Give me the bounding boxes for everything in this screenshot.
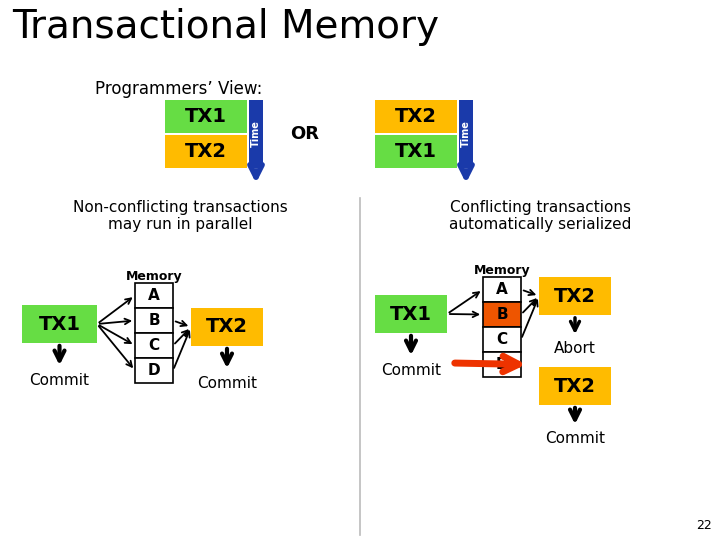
- Text: TX1: TX1: [395, 142, 437, 161]
- Text: A: A: [496, 282, 508, 297]
- FancyBboxPatch shape: [375, 295, 447, 333]
- Text: D: D: [148, 363, 161, 378]
- FancyBboxPatch shape: [22, 305, 97, 343]
- FancyBboxPatch shape: [375, 135, 457, 168]
- Text: A: A: [148, 288, 160, 303]
- Text: Abort: Abort: [554, 341, 596, 356]
- Text: Conflicting transactions
automatically serialized: Conflicting transactions automatically s…: [449, 200, 631, 232]
- Text: TX2: TX2: [206, 318, 248, 336]
- FancyBboxPatch shape: [483, 327, 521, 352]
- Text: C: C: [496, 332, 508, 347]
- FancyBboxPatch shape: [165, 100, 247, 133]
- Text: OR: OR: [290, 125, 320, 143]
- Text: Commit: Commit: [30, 373, 89, 388]
- Text: Memory: Memory: [474, 264, 531, 277]
- Text: B: B: [496, 307, 508, 322]
- Text: D: D: [495, 357, 508, 372]
- Text: TX1: TX1: [390, 305, 432, 323]
- FancyBboxPatch shape: [539, 277, 611, 315]
- Text: TX2: TX2: [185, 142, 227, 161]
- FancyBboxPatch shape: [165, 135, 247, 168]
- Text: C: C: [148, 338, 160, 353]
- Text: Non-conflicting transactions
may run in parallel: Non-conflicting transactions may run in …: [73, 200, 287, 232]
- FancyBboxPatch shape: [135, 308, 173, 333]
- FancyBboxPatch shape: [135, 333, 173, 358]
- Text: Programmers’ View:: Programmers’ View:: [95, 80, 262, 98]
- Text: TX2: TX2: [554, 376, 596, 395]
- Text: Memory: Memory: [126, 270, 182, 283]
- Text: Transactional Memory: Transactional Memory: [12, 8, 439, 46]
- FancyBboxPatch shape: [539, 367, 611, 405]
- Text: 22: 22: [696, 519, 712, 532]
- FancyBboxPatch shape: [135, 358, 173, 383]
- Text: B: B: [148, 313, 160, 328]
- Text: TX1: TX1: [38, 314, 81, 334]
- FancyBboxPatch shape: [483, 302, 521, 327]
- FancyBboxPatch shape: [483, 277, 521, 302]
- Text: Time: Time: [461, 120, 471, 147]
- Text: TX2: TX2: [395, 107, 437, 126]
- FancyBboxPatch shape: [249, 100, 263, 168]
- Text: Time: Time: [251, 120, 261, 147]
- FancyBboxPatch shape: [375, 100, 457, 133]
- Text: TX1: TX1: [185, 107, 227, 126]
- Text: Commit: Commit: [197, 376, 257, 391]
- Text: Commit: Commit: [381, 363, 441, 378]
- Text: Commit: Commit: [545, 431, 605, 446]
- FancyBboxPatch shape: [483, 352, 521, 377]
- Text: TX2: TX2: [554, 287, 596, 306]
- FancyBboxPatch shape: [459, 100, 473, 168]
- FancyBboxPatch shape: [135, 283, 173, 308]
- FancyBboxPatch shape: [191, 308, 263, 346]
